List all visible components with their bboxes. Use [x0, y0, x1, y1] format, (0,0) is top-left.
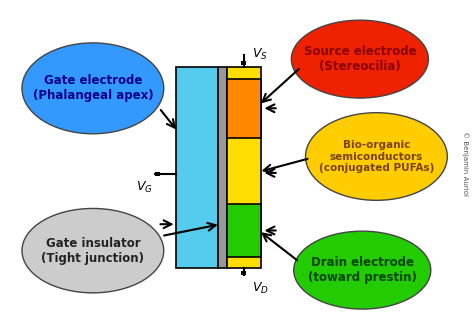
Text: Gate insulator
(Tight junction): Gate insulator (Tight junction): [41, 237, 145, 265]
Ellipse shape: [294, 231, 431, 309]
Ellipse shape: [306, 113, 447, 200]
Ellipse shape: [22, 43, 164, 134]
Bar: [218, 67, 227, 269]
Text: Bio-organic
semiconductors
(conjugated PUFAs): Bio-organic semiconductors (conjugated P…: [319, 140, 434, 173]
Bar: [227, 67, 261, 269]
Ellipse shape: [292, 20, 428, 98]
Text: Drain electrode
(toward prestin): Drain electrode (toward prestin): [308, 256, 417, 284]
Text: Source electrode
(Stereocilia): Source electrode (Stereocilia): [303, 45, 416, 73]
Bar: [175, 67, 218, 269]
Bar: [227, 204, 261, 257]
Bar: [227, 79, 261, 138]
Text: $V_G$: $V_G$: [136, 180, 153, 195]
Text: $V_D$: $V_D$: [252, 280, 269, 296]
Text: Gate electrode
(Phalangeal apex): Gate electrode (Phalangeal apex): [33, 74, 153, 102]
Ellipse shape: [22, 208, 164, 293]
Bar: [155, 172, 160, 176]
Bar: [241, 61, 246, 65]
Bar: [241, 271, 246, 275]
Text: $V_S$: $V_S$: [252, 47, 268, 62]
Text: © Benjamin Auriol: © Benjamin Auriol: [462, 130, 469, 196]
